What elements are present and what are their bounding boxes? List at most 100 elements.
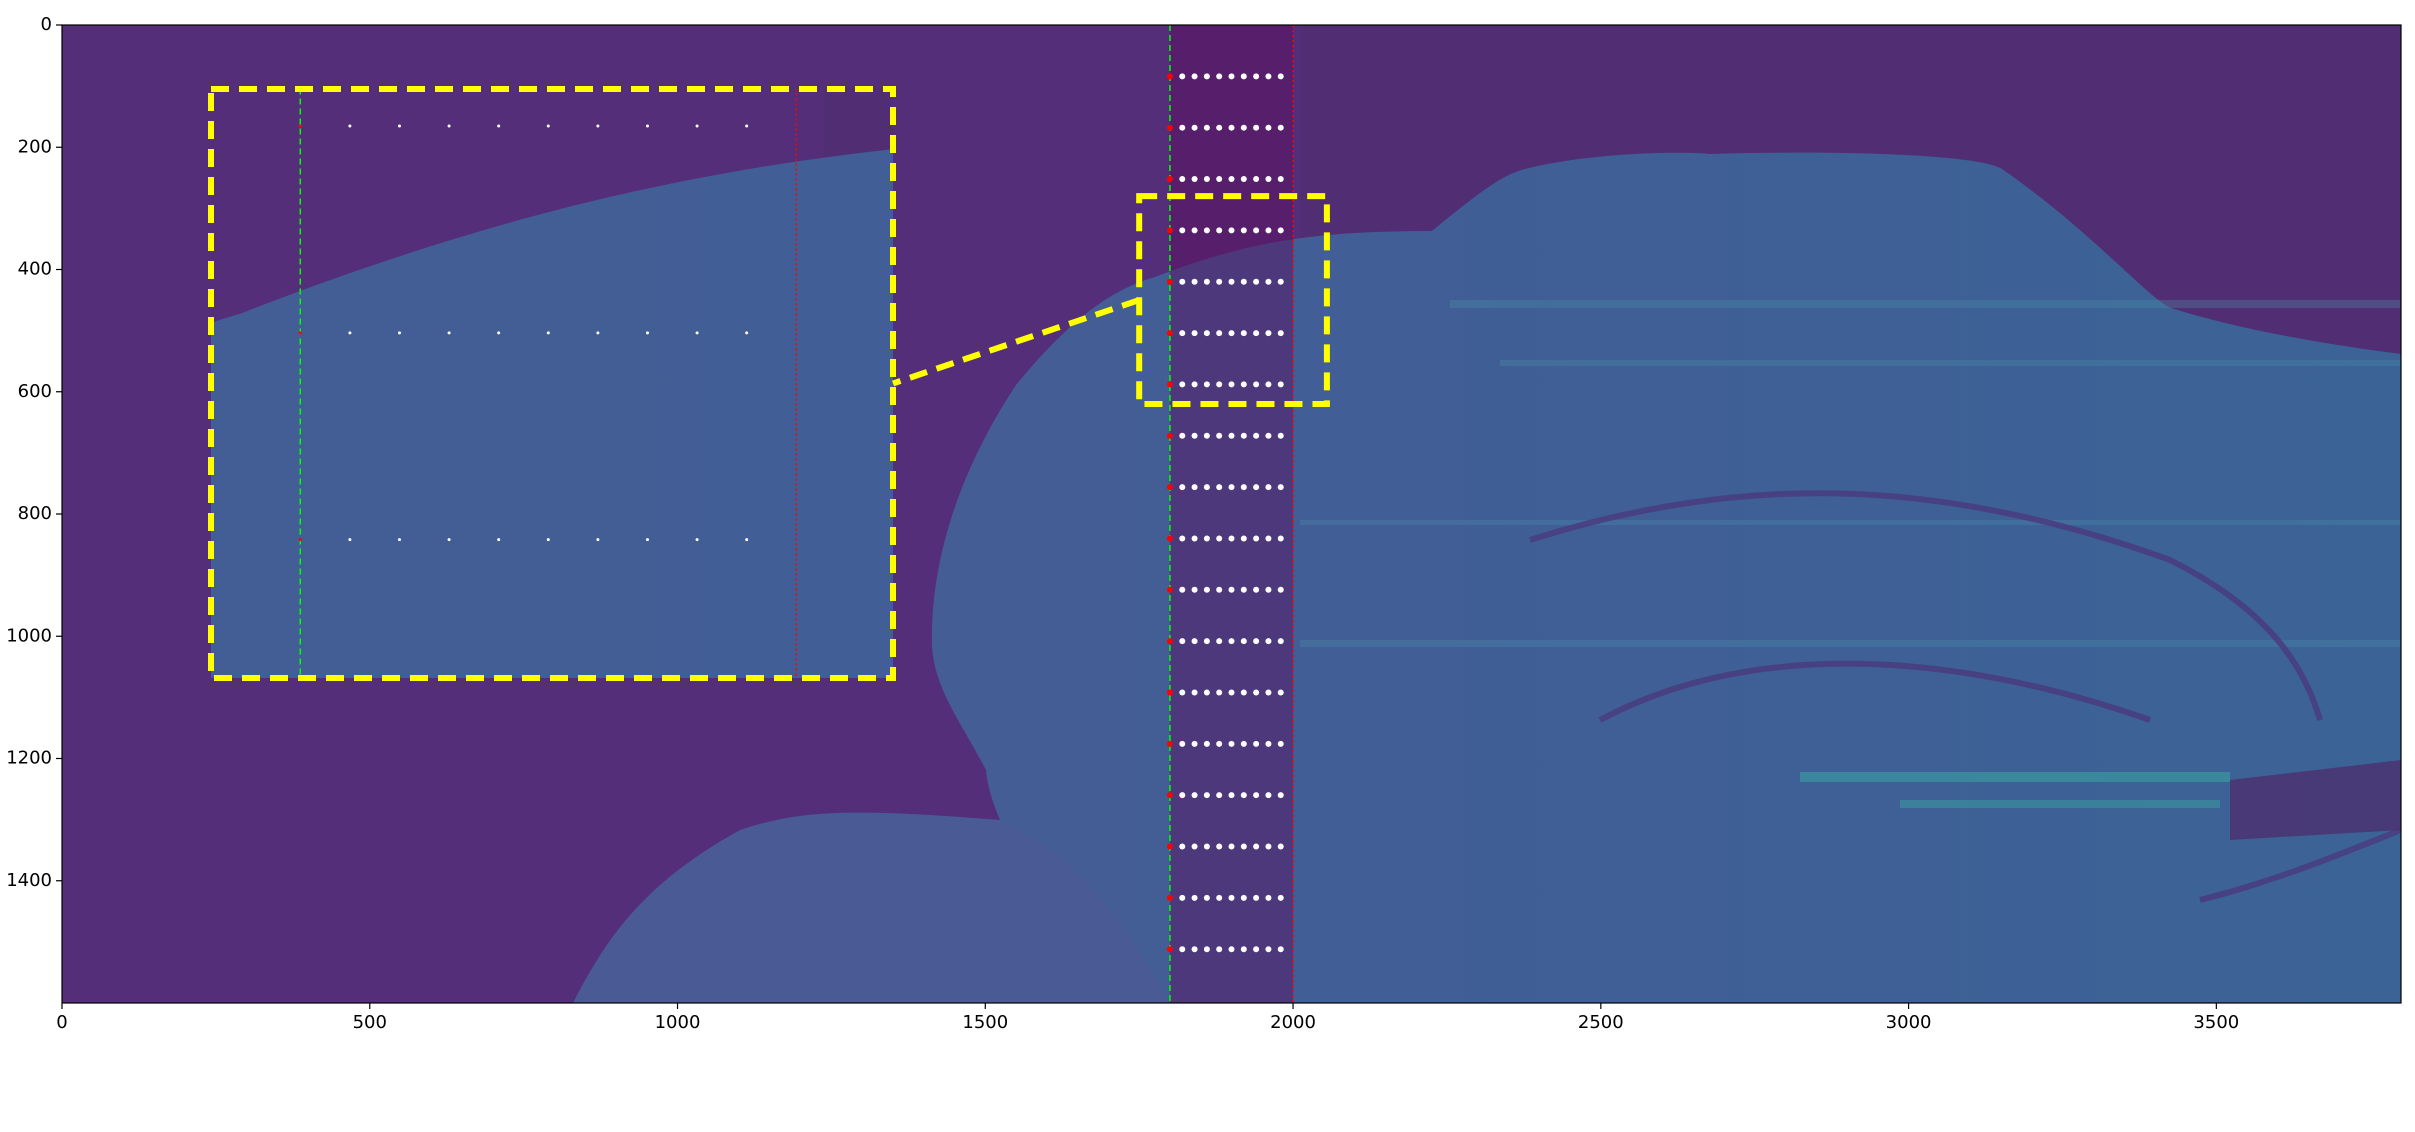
red-point [1166, 894, 1173, 901]
point [1203, 227, 1210, 234]
point [596, 538, 600, 542]
point [1265, 124, 1272, 131]
point [1240, 176, 1247, 183]
strip-overlay [1169, 25, 1294, 1003]
red-point [1166, 432, 1173, 439]
point [1240, 638, 1247, 645]
point [1253, 792, 1260, 799]
point [1179, 792, 1186, 799]
zoom-connector [892, 297, 1141, 387]
point [1179, 740, 1186, 747]
point [1179, 843, 1186, 850]
point [1228, 535, 1235, 542]
point [1179, 278, 1186, 285]
point [1203, 638, 1210, 645]
point [1265, 278, 1272, 285]
point [1265, 381, 1272, 388]
point [1240, 740, 1247, 747]
point [348, 331, 352, 335]
point [1191, 124, 1198, 131]
point [1203, 432, 1210, 439]
point [1253, 843, 1260, 850]
point [1240, 73, 1247, 80]
point [1265, 689, 1272, 696]
point [1191, 586, 1198, 593]
red-point [1166, 586, 1173, 593]
y-tick-label: 1200 [6, 748, 52, 769]
point [1216, 792, 1223, 799]
point [1179, 946, 1186, 953]
y-tick-label: 0 [41, 14, 52, 35]
point [1253, 484, 1260, 491]
point [1191, 432, 1198, 439]
point [1277, 227, 1284, 234]
point [546, 124, 550, 128]
red-point [1166, 278, 1173, 285]
point [1253, 176, 1260, 183]
point [1228, 740, 1235, 747]
point [546, 331, 550, 335]
red-point [298, 124, 302, 128]
point [1191, 278, 1198, 285]
point [1203, 484, 1210, 491]
point [1191, 330, 1198, 337]
point [1216, 535, 1223, 542]
point [1203, 73, 1210, 80]
x-tick-label: 3500 [2193, 1012, 2239, 1033]
point [1253, 638, 1260, 645]
point [1240, 381, 1247, 388]
point [1216, 484, 1223, 491]
point [1203, 689, 1210, 696]
x-tick-label: 1500 [962, 1012, 1008, 1033]
point [1191, 484, 1198, 491]
point [1265, 586, 1272, 593]
point [1216, 689, 1223, 696]
red-point [1166, 638, 1173, 645]
point [447, 124, 451, 128]
point [1179, 484, 1186, 491]
red-point [1166, 689, 1173, 696]
point [1253, 946, 1260, 953]
point [1191, 176, 1198, 183]
point [1240, 894, 1247, 901]
point [1277, 278, 1284, 285]
red-point [298, 331, 302, 335]
red-point [298, 538, 302, 542]
point [1179, 330, 1186, 337]
point [1228, 73, 1235, 80]
red-point [1166, 792, 1173, 799]
point [1277, 638, 1284, 645]
point [1191, 535, 1198, 542]
red-point [1166, 843, 1173, 850]
point [1191, 894, 1198, 901]
point [1228, 792, 1235, 799]
red-point [1166, 73, 1173, 80]
point [1228, 484, 1235, 491]
point [1240, 432, 1247, 439]
point [1179, 586, 1186, 593]
point [1253, 124, 1260, 131]
point [1179, 638, 1186, 645]
point [1216, 638, 1223, 645]
point [1253, 73, 1260, 80]
point [1277, 432, 1284, 439]
point [348, 124, 352, 128]
image-background [62, 25, 2401, 1003]
point [1240, 124, 1247, 131]
point [1216, 381, 1223, 388]
point [1265, 330, 1272, 337]
y-tick-label: 800 [18, 503, 52, 524]
point [1191, 740, 1198, 747]
point [1240, 843, 1247, 850]
point [1265, 73, 1272, 80]
point [1265, 176, 1272, 183]
point [1203, 740, 1210, 747]
point [397, 331, 401, 335]
point [1179, 894, 1186, 901]
point [1191, 843, 1198, 850]
point [1179, 73, 1186, 80]
red-point [1166, 330, 1173, 337]
point [447, 538, 451, 542]
plot-area [1166, 25, 1294, 1003]
point [348, 538, 352, 542]
